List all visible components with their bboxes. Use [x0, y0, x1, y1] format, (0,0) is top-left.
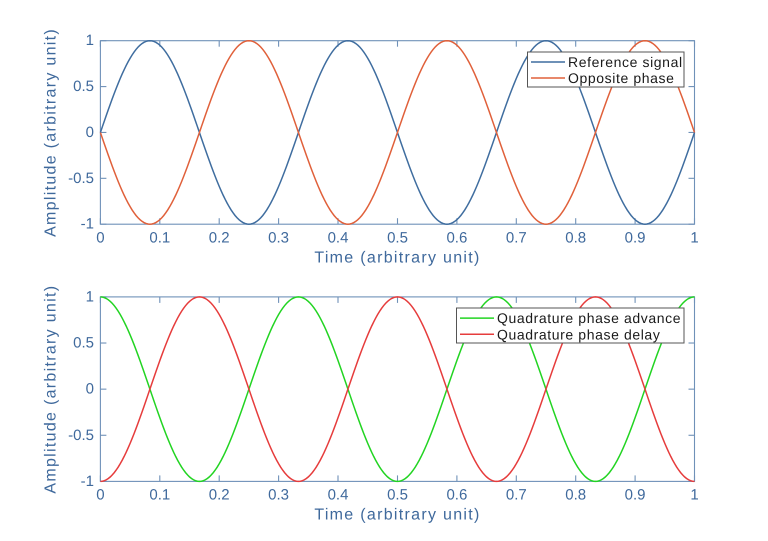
svg-text:0: 0	[86, 381, 94, 398]
svg-text:-0.5: -0.5	[68, 427, 94, 444]
svg-text:Quadrature phase delay: Quadrature phase delay	[497, 326, 660, 342]
svg-text:0.6: 0.6	[446, 230, 467, 247]
svg-text:0.6: 0.6	[446, 487, 467, 504]
svg-text:0.7: 0.7	[506, 487, 527, 504]
svg-text:0.2: 0.2	[209, 487, 230, 504]
svg-text:0.9: 0.9	[625, 230, 646, 247]
svg-text:Amplitude (arbitrary unit): Amplitude (arbitrary unit)	[43, 28, 60, 237]
svg-text:-1: -1	[81, 216, 94, 233]
svg-text:0: 0	[96, 487, 104, 504]
svg-text:0: 0	[96, 230, 104, 247]
svg-text:Time (arbitrary unit): Time (arbitrary unit)	[314, 507, 480, 524]
svg-text:Quadrature phase advance: Quadrature phase advance	[497, 310, 681, 326]
svg-text:0.3: 0.3	[268, 487, 289, 504]
svg-text:-0.5: -0.5	[68, 170, 94, 187]
svg-text:0.5: 0.5	[73, 335, 94, 352]
svg-text:0: 0	[86, 124, 94, 141]
svg-text:0.5: 0.5	[387, 487, 408, 504]
svg-text:0.1: 0.1	[149, 230, 170, 247]
svg-text:0.4: 0.4	[328, 230, 349, 247]
svg-text:Time (arbitrary unit): Time (arbitrary unit)	[314, 250, 480, 267]
svg-text:1: 1	[690, 487, 698, 504]
svg-text:0.9: 0.9	[625, 487, 646, 504]
svg-text:0.8: 0.8	[565, 230, 586, 247]
svg-text:1: 1	[690, 230, 698, 247]
svg-text:1: 1	[86, 288, 94, 305]
svg-text:Opposite phase: Opposite phase	[568, 70, 674, 86]
svg-text:0.2: 0.2	[209, 230, 230, 247]
svg-text:0.5: 0.5	[387, 230, 408, 247]
svg-text:0.3: 0.3	[268, 230, 289, 247]
svg-text:0.4: 0.4	[328, 487, 349, 504]
svg-text:0.1: 0.1	[149, 487, 170, 504]
svg-text:0.8: 0.8	[565, 487, 586, 504]
svg-text:Reference signal: Reference signal	[568, 54, 683, 70]
svg-text:-1: -1	[81, 473, 94, 490]
svg-text:0.7: 0.7	[506, 230, 527, 247]
svg-text:0.5: 0.5	[73, 78, 94, 95]
svg-text:Amplitude (arbitrary unit): Amplitude (arbitrary unit)	[43, 285, 60, 494]
svg-text:1: 1	[86, 32, 94, 49]
